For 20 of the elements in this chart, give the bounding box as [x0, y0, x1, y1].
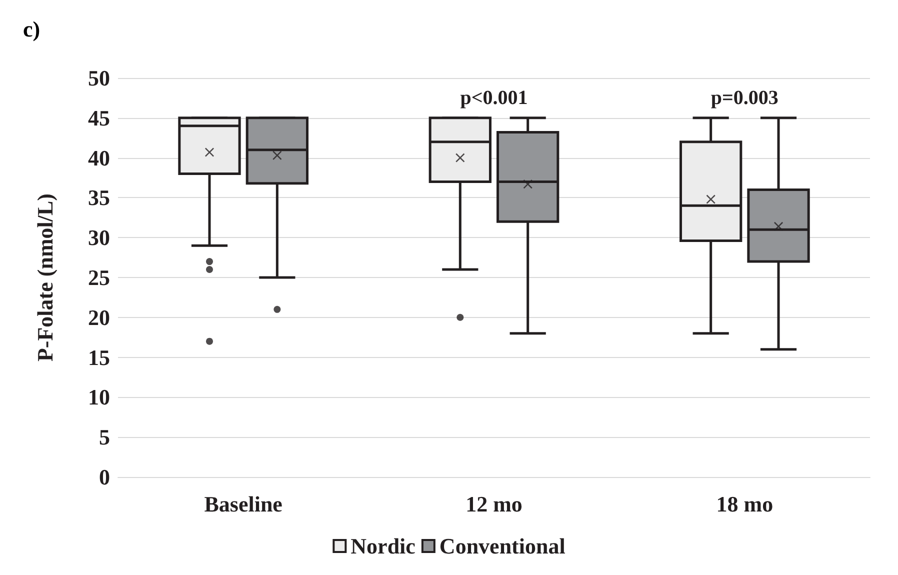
chart-title: c) — [23, 16, 40, 42]
annotation: p=0.003 — [710, 87, 778, 109]
y-tick-label: 50 — [88, 66, 110, 90]
y-tick-label: 45 — [88, 105, 110, 130]
y-tick-label: 5 — [99, 424, 110, 450]
x-tick-label: Baseline — [204, 492, 283, 516]
y-axis-title: P-Folate (nmol/L) — [32, 193, 58, 362]
x-tick-label: 12 mo — [466, 492, 522, 516]
y-tick-label: 25 — [88, 265, 110, 290]
y-tick-label: 0 — [99, 464, 110, 490]
y-tick-label: 40 — [88, 145, 110, 170]
y-tick-label: 10 — [88, 384, 110, 410]
y-tick-label: 30 — [88, 225, 110, 250]
y-tick-label: 20 — [88, 304, 110, 330]
annotation: p<0.001 — [460, 87, 528, 109]
x-tick-label: 18 mo — [716, 492, 774, 516]
y-tick-label: 35 — [88, 185, 110, 210]
legend-label: Conventional — [439, 534, 566, 558]
legend-label: Nordic — [350, 534, 416, 558]
y-tick-label: 15 — [88, 344, 110, 370]
